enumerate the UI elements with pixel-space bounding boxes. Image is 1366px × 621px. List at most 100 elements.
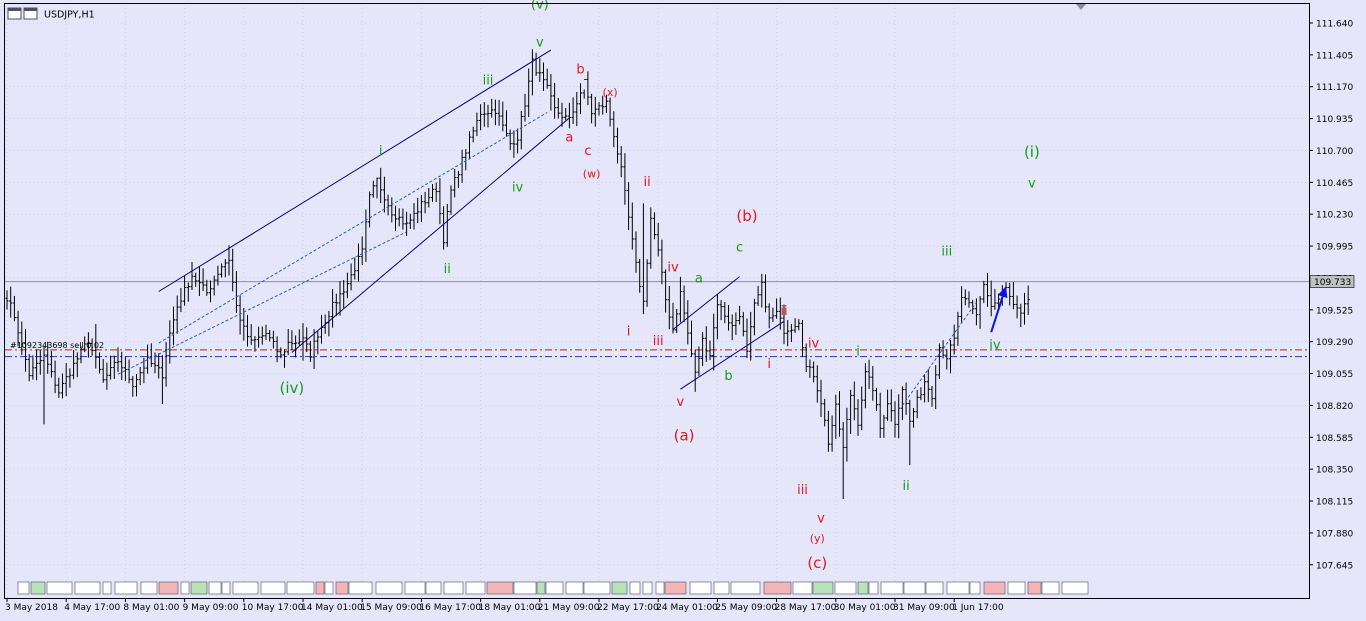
ohlc-bar [519,110,523,150]
ohlc-bar [530,49,534,96]
projection-arrow-head[interactable] [997,286,1008,299]
trade-marker[interactable] [1007,581,1026,595]
ohlc-bar [268,329,272,342]
ohlc-bar [57,377,61,398]
ohlc-bar [46,341,50,374]
ohlc-bar [760,273,764,308]
channel-line[interactable] [158,49,552,292]
trade-marker[interactable] [465,581,486,595]
trade-marker[interactable] [1027,581,1042,595]
projection-arrow-shaft[interactable] [990,293,1005,333]
trade-marker[interactable] [208,581,222,595]
ohlc-bar [242,308,246,341]
trade-marker[interactable] [335,581,349,595]
trade-marker[interactable] [903,581,926,595]
time-axis[interactable]: 3 May 2018 4 May 17:00 8 May 01:00 9 May 09… [5,598,1004,613]
trade-marker[interactable] [46,581,73,595]
x-tick-label: 1 Jun 17:00 [952,603,1004,613]
dotted-trendline[interactable] [158,112,548,344]
channel-line[interactable] [672,276,740,330]
ohlc-bar [23,328,28,372]
trade-marker[interactable] [425,581,442,595]
y-tick-label: 111.170 [1316,83,1353,93]
trendlines[interactable] [117,49,1008,406]
ohlc-bar [175,295,179,334]
wave-label: iv [989,338,1001,353]
ohlc-bar [715,294,719,340]
trade-marker[interactable] [583,581,611,595]
ohlc-bar [475,112,479,137]
trade-marker[interactable] [190,581,208,595]
trade-marker[interactable] [17,581,30,595]
trade-history-strip[interactable] [17,581,1089,595]
trade-marker[interactable] [443,581,464,595]
trade-marker[interactable] [611,581,628,595]
trade-marker[interactable] [1061,581,1089,595]
trade-marker[interactable] [513,581,537,595]
trade-marker[interactable] [946,581,970,595]
trade-marker[interactable] [983,581,1006,595]
ohlc-bar [960,286,964,323]
trade-marker[interactable] [324,581,334,595]
dotted-trendline[interactable] [901,302,977,406]
trade-marker[interactable] [102,581,112,595]
levels-layer[interactable]: #1092343698 sell 0.02 [5,281,1309,358]
trade-marker[interactable] [857,581,869,595]
trade-marker[interactable] [315,581,325,595]
trade-marker[interactable] [158,581,179,595]
chart-window-icon[interactable] [7,7,38,20]
ohlc-bar [349,263,353,291]
ohlc-bar [238,295,242,335]
channel-line[interactable] [291,117,570,353]
trade-marker[interactable] [834,581,857,595]
trade-marker[interactable] [221,581,231,595]
trade-marker[interactable] [180,581,190,595]
trade-marker[interactable] [545,581,564,595]
dotted-trendline[interactable] [117,231,407,375]
trade-marker[interactable] [1041,581,1060,595]
ohlc-bar [223,259,227,278]
trade-marker[interactable] [880,581,904,595]
trade-marker[interactable] [140,581,158,595]
trade-marker[interactable] [925,581,944,595]
trade-marker[interactable] [536,581,546,595]
current-price-tag[interactable] [1309,275,1355,288]
trade-marker[interactable] [486,581,514,595]
ohlc-bar [808,359,812,378]
trade-marker[interactable] [642,581,653,595]
chart-shift-marker[interactable] [1076,4,1086,10]
trade-marker[interactable] [730,581,761,595]
trade-marker[interactable] [348,581,373,595]
trade-marker[interactable] [375,581,403,595]
trade-marker[interactable] [868,581,879,595]
ohlc-bar [608,97,612,127]
y-tick-label: 110.700 [1316,147,1353,157]
trade-marker[interactable] [792,581,813,595]
channel-line[interactable] [680,320,785,390]
ohlc-bar [9,286,13,318]
trade-marker[interactable] [565,581,584,595]
trade-marker[interactable] [664,581,687,595]
trade-marker[interactable] [812,581,834,595]
price-axis[interactable]: 111.640 111.405 111.170 110.935 110.700 110.4… [1309,19,1355,571]
trade-marker[interactable] [114,581,138,595]
trade-marker[interactable] [404,581,426,595]
trade-marker[interactable] [232,581,259,595]
trade-marker[interactable] [655,581,665,595]
trade-marker[interactable] [629,581,641,595]
trade-marker[interactable] [969,581,981,595]
ohlc-bar [886,389,890,421]
trade-marker[interactable] [74,581,101,595]
trade-marker[interactable] [689,581,712,595]
trade-marker[interactable] [260,581,286,595]
ohlc-bar [257,326,261,348]
x-tick-label: 21 May 09:00 [538,603,600,613]
ohlc-bar [464,149,468,171]
trade-marker[interactable] [763,581,792,595]
trade-marker[interactable] [286,581,315,595]
trade-marker[interactable] [30,581,46,595]
ohlc-bar [789,324,793,343]
trade-marker[interactable] [713,581,730,595]
wave-label: v [677,395,685,410]
